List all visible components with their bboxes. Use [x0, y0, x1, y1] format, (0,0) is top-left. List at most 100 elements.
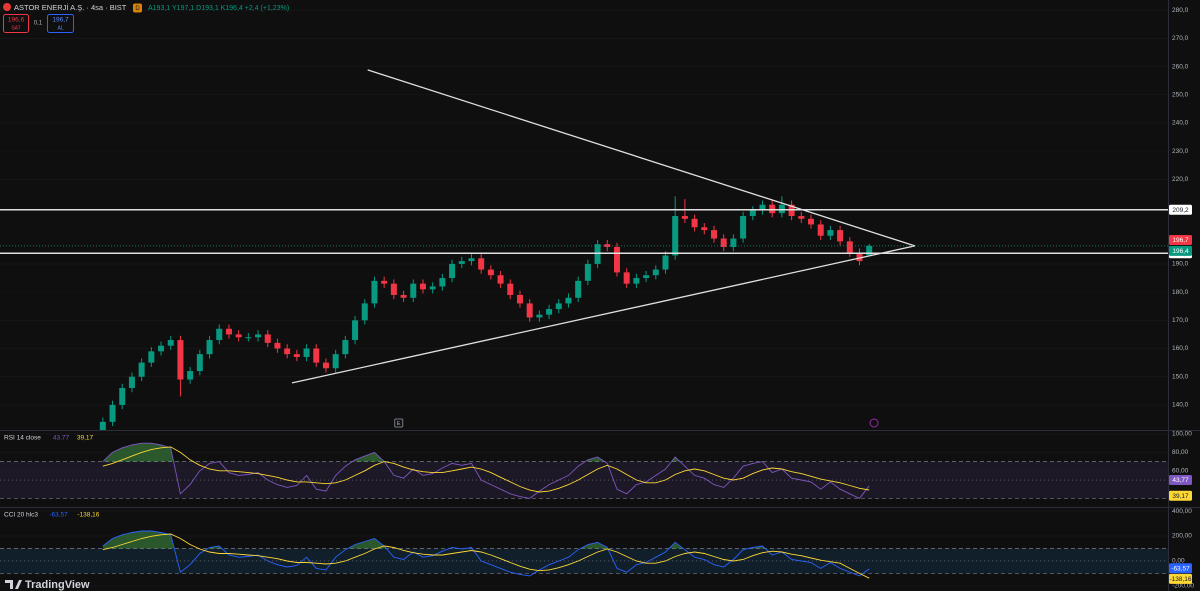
candle-body: [672, 215, 679, 256]
candle-body: [390, 283, 397, 295]
y-tick-label: 150,0: [1172, 373, 1189, 380]
indicator-plot: [0, 442, 1168, 499]
candle-body: [177, 340, 184, 380]
candle-body: [235, 334, 242, 338]
rsi-pane: RSI 14 close 43,77 39,17: [0, 433, 1168, 499]
candle-body: [410, 283, 417, 298]
indicator-badge: 39,17: [1172, 493, 1189, 500]
candle-body: [643, 275, 650, 279]
y-tick-label: 200,00: [1172, 533, 1192, 540]
candle-body: [478, 258, 485, 270]
dividend-marker: [869, 418, 879, 428]
sell-button[interactable]: [3, 14, 29, 33]
indicator-badge-bg: [1169, 573, 1192, 584]
y-tick-label: 280,0: [1172, 7, 1189, 14]
candle-body: [119, 387, 126, 405]
indicator-badge: 43,77: [1172, 477, 1189, 484]
candle-body: [769, 204, 776, 214]
spread: 0,1: [34, 21, 43, 27]
candle-body: [468, 258, 475, 262]
candle-body: [856, 252, 863, 262]
candle-body: [846, 241, 853, 253]
indicator-line: [102, 442, 870, 499]
indicator-plot: [0, 530, 1168, 579]
candle-body: [313, 348, 320, 363]
candle-body: [458, 261, 465, 264]
ask-price-label: 196,7: [1172, 237, 1189, 244]
overbought-fill: [102, 531, 766, 549]
candle-body: [284, 348, 291, 355]
indicator-value: 43,77: [53, 435, 70, 442]
candle-body: [516, 294, 523, 304]
candle-body: [613, 247, 620, 273]
candle-body: [652, 269, 659, 276]
candle-body: [487, 269, 494, 276]
candle-body: [361, 303, 368, 321]
candle-body: [255, 334, 262, 338]
ask-price-label-bg: [1169, 235, 1192, 246]
price-axis: 280,0 270,0 260,0 250,0 240,0 230,0 220,0 190,0…: [1169, 7, 1194, 590]
candle-body: [342, 340, 349, 355]
candle-body: [206, 340, 213, 355]
candle-body: [837, 230, 844, 242]
y-tick-label: 170,0: [1172, 317, 1189, 324]
candle-body: [749, 210, 756, 216]
candle-body: [633, 278, 640, 284]
indicator-value: -138,16: [77, 512, 99, 519]
level-label-bg: [1169, 204, 1192, 215]
candle-body: [623, 272, 630, 284]
candle-body: [817, 224, 824, 236]
symbol-title: ASTOR ENERJİ A.Ş. · 4sa · BIST: [14, 3, 127, 12]
candle-body: [293, 354, 300, 357]
candle-body: [225, 328, 232, 335]
ohlc-values: A193,1 Y197,1 D193,1 K196,4 +2,4 (+1,23%…: [148, 5, 289, 12]
candle-body: [99, 421, 106, 430]
candle-body: [759, 204, 766, 211]
event-label: E: [397, 421, 401, 427]
candle-body: [439, 278, 446, 287]
candle-body: [128, 376, 135, 388]
candle-body: [778, 204, 785, 214]
indicator-badge-bg: [1169, 490, 1192, 501]
candle-body: [167, 340, 174, 346]
candle-body: [604, 244, 611, 248]
y-tick-label: 180,0: [1172, 289, 1189, 296]
candle-body: [187, 371, 194, 380]
candle-body: [216, 328, 223, 341]
cci-pane: CCI 20 hlc3 -63,57 -138,16: [0, 510, 1168, 587]
candle-body: [662, 255, 669, 270]
level-label: 209,2: [1172, 207, 1189, 214]
candle-body: [109, 404, 116, 422]
candle-body: [400, 294, 407, 298]
status-badge-text: D: [135, 6, 140, 12]
sell-label: SAT: [11, 25, 20, 31]
candle-body: [536, 314, 543, 318]
trendline: [291, 245, 915, 384]
candle-body: [429, 286, 436, 290]
buy-price: 196,7: [52, 17, 69, 24]
y-tick-label: 250,0: [1172, 91, 1189, 98]
candle-body: [740, 215, 747, 239]
candle-body: [507, 283, 514, 295]
y-tick-label: 260,0: [1172, 63, 1189, 70]
buy-label: AL: [57, 25, 63, 31]
candle-body: [148, 351, 155, 363]
y-tick-label: -200,00: [1172, 583, 1194, 590]
candle-body: [352, 320, 359, 341]
candle-body: [526, 303, 533, 318]
candle-body: [546, 309, 553, 315]
candle-body: [371, 280, 378, 304]
indicator-title: CCI 20 hlc3: [4, 512, 38, 519]
buy-button[interactable]: [47, 14, 74, 33]
indicator-value: -63,57: [49, 512, 68, 519]
candle-body: [497, 275, 504, 284]
trendline: [367, 69, 916, 247]
candle-body: [138, 362, 145, 377]
last-price-label-bg: [1169, 245, 1192, 256]
status-badge[interactable]: [133, 3, 142, 13]
y-tick-label: 160,0: [1172, 345, 1189, 352]
candle-body: [691, 218, 698, 228]
candle-body: [565, 297, 572, 304]
